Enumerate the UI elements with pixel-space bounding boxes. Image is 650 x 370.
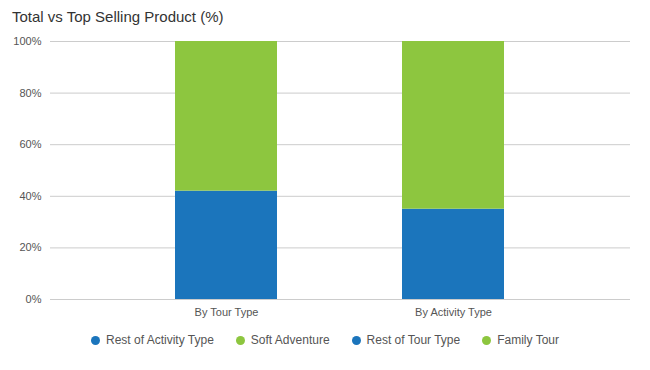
svg-text:80%: 80% [19, 87, 41, 99]
html-text:Soft Adventure: Soft Adventure [250, 333, 330, 347]
html-text:Total vs Top Selling Product (: Total vs Top Selling Product (%) [12, 8, 224, 25]
svg-text:0%: 0% [26, 293, 42, 305]
svg-text:By Tour Type: By Tour Type [195, 306, 259, 318]
html-text:Rest of Activity Type: Rest of Activity Type [106, 333, 214, 347]
html-text:Rest of Tour Type: Rest of Tour Type [366, 333, 461, 347]
svg-text:60%: 60% [19, 138, 41, 150]
svg-text:40%: 40% [19, 190, 41, 202]
svg-text:By Activity Type: By Activity Type [415, 306, 492, 318]
html-text:Family Tour: Family Tour [497, 333, 559, 347]
svg-text:100%: 100% [13, 35, 41, 47]
svg-text:20%: 20% [19, 241, 41, 253]
